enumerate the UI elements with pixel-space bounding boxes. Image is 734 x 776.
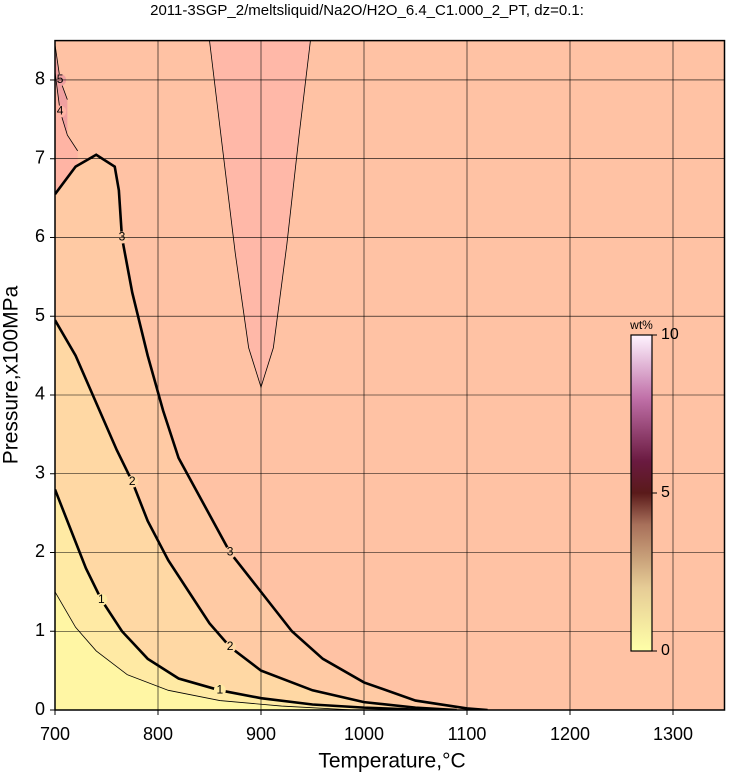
y-tick-label: 4 <box>35 384 45 404</box>
colorbar-tick-label: 10 <box>661 326 679 343</box>
plot-frame <box>54 39 726 711</box>
y-tick-label: 2 <box>35 541 45 561</box>
contour-fill <box>55 591 354 710</box>
contour-label: 1 <box>216 682 223 696</box>
contour-label: 3 <box>227 545 234 559</box>
contour-label-bg <box>55 105 67 118</box>
x-axis-label: Temperature,°C <box>318 750 465 773</box>
y-tick-label: 8 <box>35 69 45 89</box>
contour-line <box>55 489 426 711</box>
y-tick-label: 5 <box>35 305 45 325</box>
contour-label: 4 <box>57 104 64 118</box>
contour-label: 2 <box>227 639 234 653</box>
x-tick-label: 1200 <box>550 724 590 744</box>
x-tick-label: 1100 <box>448 724 487 744</box>
y-tick-label: 0 <box>35 699 45 719</box>
x-tick-label: 1300 <box>653 724 693 744</box>
contour-label-bg <box>213 684 226 697</box>
contour-label-bg <box>95 593 108 606</box>
contour-fill <box>209 40 311 388</box>
contour-line <box>55 319 457 711</box>
x-tick-label: 1000 <box>344 724 384 744</box>
x-tick-label: 700 <box>40 724 70 744</box>
contour-line <box>55 72 78 152</box>
contour-label: 5 <box>57 72 64 86</box>
y-tick-label: 7 <box>35 147 45 167</box>
x-tick-label: 800 <box>143 724 173 744</box>
contour-layer: 5 4 3 3 2 2 1 1 <box>55 40 488 711</box>
contour-label: 1 <box>98 592 105 606</box>
contour-label: 3 <box>119 230 126 244</box>
y-tick-label: 6 <box>35 226 45 246</box>
contour-label-bg <box>126 475 139 488</box>
y-axis-label: Pressure,x100MPa <box>0 285 23 464</box>
contour-label: 2 <box>129 474 136 488</box>
contour-label-bg <box>224 640 237 653</box>
colorbar-tick-label: 0 <box>661 642 670 659</box>
y-tick-label: 3 <box>35 462 45 482</box>
x-tick-label: 900 <box>246 724 276 744</box>
y-tick-label: 1 <box>35 620 45 640</box>
colorbar-label: wt% <box>629 318 653 332</box>
colorbar-tick-label: 5 <box>661 484 670 501</box>
chart-title: 2011-3SGP_2/meltsliquid/Na2O/H2O_6.4_C1.… <box>150 2 584 19</box>
contour-fill <box>55 320 457 710</box>
colorbar <box>630 334 653 652</box>
